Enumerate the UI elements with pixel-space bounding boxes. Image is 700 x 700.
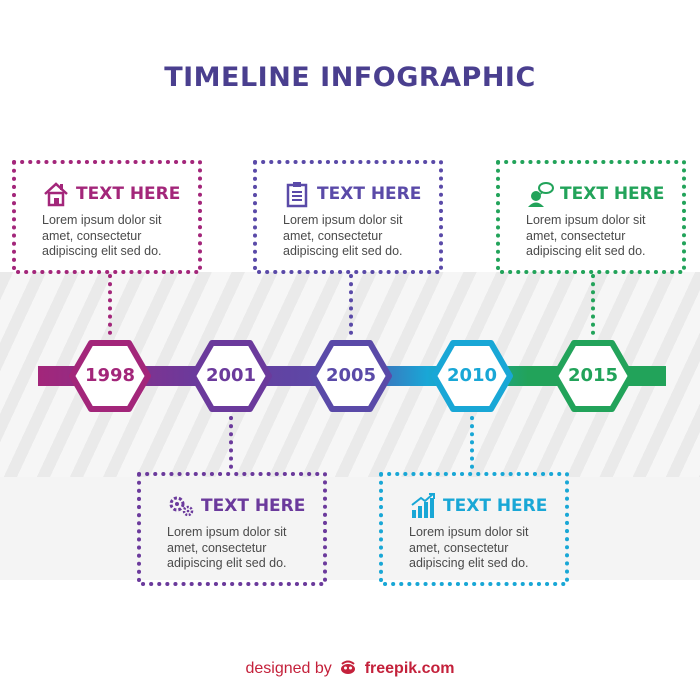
milestone-card-2015: TEXT HERE Lorem ipsum dolor sit amet, co…	[498, 162, 684, 272]
card-text: Lorem ipsum dolor sit amet, consectetur …	[167, 525, 287, 570]
page-title: TIMELINE INFOGRAPHIC	[164, 62, 536, 93]
card-heading: TEXT HERE	[201, 496, 306, 516]
year-label: 2001	[205, 365, 257, 386]
card-border-2005	[253, 160, 443, 274]
year-hexagon-2001: 2001	[192, 337, 270, 415]
card-heading: TEXT HERE	[76, 184, 181, 204]
card-text: Lorem ipsum dolor sit amet, consectetur …	[526, 213, 646, 258]
year-label: 2010	[446, 365, 498, 386]
card-text: Lorem ipsum dolor sit amet, consectetur …	[42, 213, 162, 258]
hexagon-shape-2001	[190, 340, 272, 412]
year-label: 2015	[567, 365, 619, 386]
year-hexagon-2005: 2005	[312, 337, 390, 415]
year-hexagon-2015: 2015	[554, 337, 632, 415]
milestone-card-2001: TEXT HERE Lorem ipsum dolor sit amet, co…	[139, 474, 325, 584]
milestone-card-2005: TEXT HERE Lorem ipsum dolor sit amet, co…	[255, 162, 441, 272]
hexagon-shape-2005	[310, 340, 392, 412]
year-label: 1998	[84, 365, 136, 386]
card-heading: TEXT HERE	[560, 184, 665, 204]
year-hexagon-1998: 1998	[71, 337, 149, 415]
hexagon-shape-2010	[431, 340, 513, 412]
card-heading: TEXT HERE	[443, 496, 548, 516]
hexagon-shape-2015	[552, 340, 634, 412]
card-text: Lorem ipsum dolor sit amet, consectetur …	[409, 525, 529, 570]
card-border-2001	[137, 472, 327, 586]
card-border-2015	[496, 160, 686, 274]
footer-prefix: designed by	[245, 660, 332, 677]
gears-icon	[169, 496, 194, 517]
footer-brand: freepik.com	[364, 660, 455, 677]
bar-chart-icon	[411, 493, 435, 518]
user-chat-icon	[528, 182, 554, 207]
freepik-logo-icon	[341, 660, 356, 674]
card-border-1998	[12, 160, 202, 274]
year-label: 2005	[325, 365, 377, 386]
house-icon	[44, 182, 68, 207]
milestone-card-1998: TEXT HERE Lorem ipsum dolor sit amet, co…	[14, 162, 200, 272]
hexagon-shape-1998	[69, 340, 151, 412]
milestone-card-2010: TEXT HERE Lorem ipsum dolor sit amet, co…	[381, 474, 567, 584]
footer-credit: designed by freepik.com	[0, 659, 700, 678]
year-hexagon-2010: 2010	[433, 337, 511, 415]
card-border-2010	[379, 472, 569, 586]
card-heading: TEXT HERE	[317, 184, 422, 204]
clipboard-icon	[286, 182, 308, 208]
card-text: Lorem ipsum dolor sit amet, consectetur …	[283, 213, 403, 258]
